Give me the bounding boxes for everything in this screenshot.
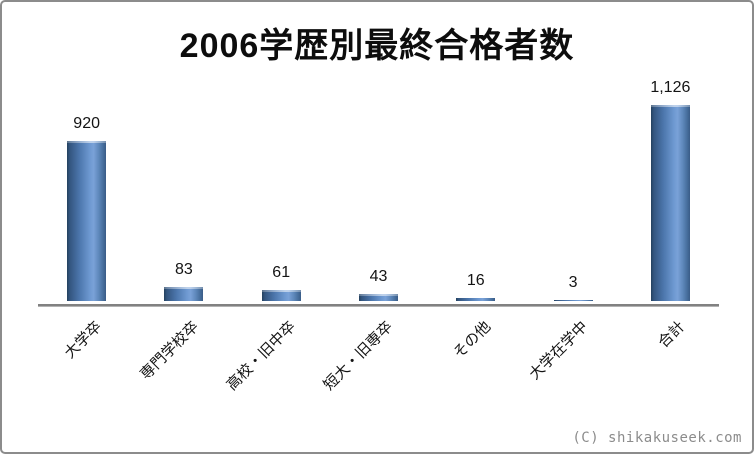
- bar-0: [67, 141, 107, 301]
- bar-1: [164, 287, 204, 301]
- chart-title: 2006学歴別最終合格者数: [179, 27, 575, 65]
- x-axis-line: [38, 304, 719, 307]
- bar-top-highlight: [261, 290, 301, 292]
- x-axis-label-6: 合計: [655, 318, 689, 352]
- value-label-1: 83: [175, 261, 193, 278]
- value-label-3: 43: [369, 268, 388, 285]
- bar-top-highlight: [650, 105, 690, 107]
- bar-6: [650, 105, 690, 301]
- value-label-0: 920: [73, 115, 100, 132]
- bar-5: [553, 300, 593, 301]
- x-axis-label-4: その他: [450, 318, 494, 362]
- value-label-6: 1,126: [650, 79, 691, 96]
- x-axis-label-2: 高校・旧中卒: [223, 318, 300, 394]
- bar-top-highlight: [164, 287, 204, 289]
- bar-3: [359, 294, 398, 301]
- value-label-4: 16: [466, 272, 485, 289]
- bar-top-highlight: [67, 141, 107, 143]
- bar-4: [456, 298, 496, 301]
- value-label-2: 61: [272, 264, 291, 281]
- bar-top-highlight: [359, 294, 398, 296]
- x-axis-label-1: 専門学校卒: [137, 318, 203, 384]
- x-axis-label-5: 大学在学中: [526, 318, 592, 384]
- x-axis-label-0: 大学卒: [60, 318, 105, 362]
- x-axis-label-3: 短大・旧専卒: [320, 318, 397, 394]
- watermark-credit: (C) shikakuseek.com: [572, 430, 742, 446]
- bar-2: [261, 290, 301, 301]
- value-label-5: 3: [568, 274, 578, 291]
